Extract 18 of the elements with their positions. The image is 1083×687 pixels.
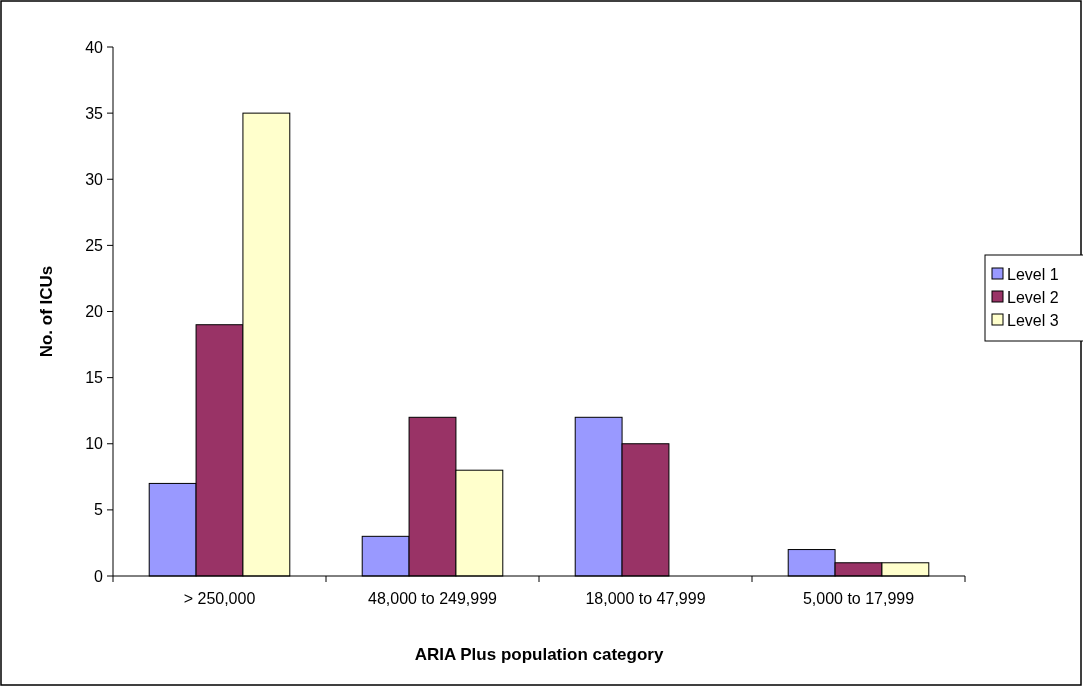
y-tick-label: 35: [85, 104, 104, 122]
y-tick-label: 0: [94, 567, 104, 585]
y-tick-label: 15: [85, 369, 104, 387]
y-tick-label: 30: [85, 170, 104, 188]
y-tick-label: 25: [85, 236, 104, 254]
x-tick-label: > 250,000: [183, 590, 256, 607]
y-tick-label: 40: [85, 38, 104, 56]
legend-label: Level 1: [1007, 265, 1059, 283]
x-tick-label: 18,000 to 47,999: [585, 590, 706, 607]
x-tick-label: 48,000 to 249,999: [367, 590, 498, 607]
legend-label: Level 3: [1007, 311, 1059, 329]
y-tick-label: 20: [85, 303, 104, 321]
x-tick-label: 5,000 to 17,999: [802, 590, 915, 607]
y-axis-title: No. of ICUs: [37, 265, 56, 358]
x-axis-title: ARIA Plus population category: [414, 645, 664, 664]
legend-label: Level 2: [1007, 288, 1059, 306]
y-tick-label: 10: [85, 435, 104, 453]
y-tick-label: 5: [94, 501, 104, 519]
